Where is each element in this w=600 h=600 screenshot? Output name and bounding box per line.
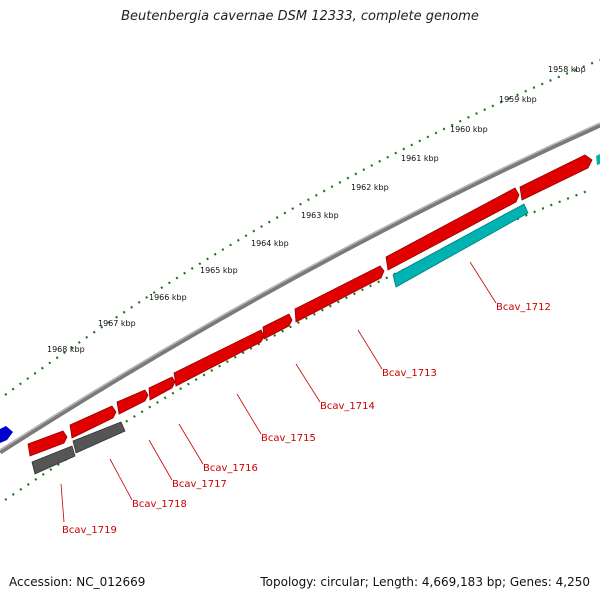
kbp-label: 1968 kbp xyxy=(47,345,85,354)
gene-arrow xyxy=(392,203,529,288)
scale-ruler-outer xyxy=(4,58,600,396)
gene-arrow xyxy=(596,154,600,165)
kbp-label: 1959 kbp xyxy=(499,95,537,104)
gene-arrow xyxy=(116,389,149,415)
gene-label: Bcav_1717 xyxy=(172,479,227,490)
gene-label: Bcav_1718 xyxy=(132,499,187,510)
gene-arrow-partial xyxy=(0,426,13,443)
gene-labels: Bcav_1712 Bcav_1713 Bcav_1714 Bcav_1715 … xyxy=(62,302,551,536)
gene-label: Bcav_1715 xyxy=(261,433,316,444)
gene-label: Bcav_1712 xyxy=(496,302,551,313)
reverse-genes xyxy=(31,154,600,475)
topology-text: Topology: circular; Length: 4,669,183 bp… xyxy=(260,575,590,589)
map-title: Beutenbergia cavernae DSM 12333, complet… xyxy=(121,9,479,24)
label-connectors xyxy=(60,261,497,523)
gene-label: Bcav_1719 xyxy=(62,525,117,536)
gene-arrow xyxy=(69,405,117,439)
gene-arrow xyxy=(27,430,68,457)
forward-genes xyxy=(0,154,593,457)
gene-arrow xyxy=(519,154,593,201)
kbp-label: 1966 kbp xyxy=(149,293,187,302)
scale-ruler-inner xyxy=(4,188,591,501)
kbp-label: 1967 kbp xyxy=(98,319,136,328)
kbp-label: 1963 kbp xyxy=(301,211,339,220)
gene-label: Bcav_1713 xyxy=(382,368,437,379)
gene-label: Bcav_1714 xyxy=(320,401,375,412)
accession-text: Accession: NC_012669 xyxy=(9,575,146,589)
kbp-label: 1964 kbp xyxy=(251,239,289,248)
gene-arrow xyxy=(294,265,385,323)
kbp-label: 1960 kbp xyxy=(450,125,488,134)
kbp-label: 1958 kbp xyxy=(548,65,586,74)
gene-arrow xyxy=(173,329,265,387)
kbp-label: 1965 kbp xyxy=(200,266,238,275)
kbp-label: 1961 kbp xyxy=(401,154,439,163)
kbp-label: 1962 kbp xyxy=(351,183,389,192)
gene-arrow xyxy=(72,421,126,454)
gene-arrow xyxy=(148,376,176,401)
gene-arrow xyxy=(385,187,520,271)
kbp-labels: 1958 kbp 1959 kbp 1960 kbp 1961 kbp 1962… xyxy=(47,65,586,354)
gene-label: Bcav_1716 xyxy=(203,463,258,474)
gene-arrow xyxy=(31,445,76,475)
genome-backbone xyxy=(0,122,600,455)
gene-arrow xyxy=(262,313,293,340)
